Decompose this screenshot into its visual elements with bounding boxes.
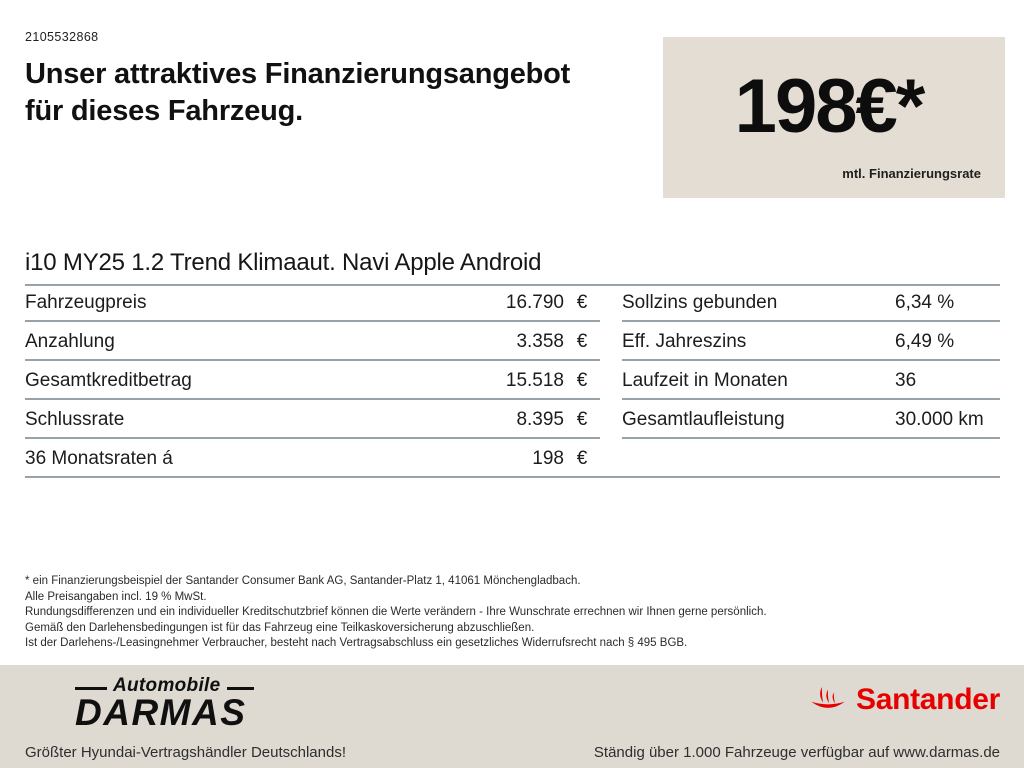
table-row-monatsraten: 36 Monatsraten á 198 €	[25, 439, 1000, 478]
disclaimer-line: Ist der Darlehens-/Leasingnehmer Verbrau…	[25, 637, 688, 650]
darmas-logo-topline: Automobile	[75, 675, 254, 697]
financing-table-left-column: Fahrzeugpreis 16.790 € Anzahlung 3.358 €…	[25, 283, 600, 439]
disclaimer-line: Gemäß den Darlehensbedingungen ist für d…	[25, 621, 535, 634]
row-unit: €	[576, 448, 588, 469]
disclaimer-line: * ein Finanzierungsbeispiel der Santande…	[25, 575, 581, 587]
page-title-line1: Unser attraktives Finanzierungsangebot	[25, 58, 571, 90]
monthly-rate-caption: mtl. Finanzierungsrate	[842, 166, 981, 181]
website-tagline: Ständig über 1.000 Fahrzeuge verfügbar a…	[593, 744, 1000, 761]
logo-bar-left	[75, 687, 107, 690]
page-title-line2: für dieses Fahrzeug.	[25, 95, 304, 127]
document-id: 2105532868	[25, 30, 99, 44]
row-label: Eff. Jahreszins	[622, 331, 747, 352]
page-title: Unser attraktives Finanzierungsangebot f…	[25, 56, 570, 130]
row-unit: €	[576, 331, 588, 352]
row-label: Schlussrate	[25, 409, 125, 430]
darmas-logo-name: DARMAS	[75, 692, 247, 733]
row-value: 30.000 km	[895, 409, 984, 430]
footer: Automobile DARMAS Santander Größter Hyun…	[0, 665, 1024, 768]
row-value: 198	[532, 448, 564, 469]
row-label: 36 Monatsraten á	[25, 448, 173, 469]
row-value: 3.358	[516, 331, 564, 352]
table-row-laufzeit: Laufzeit in Monaten 36	[622, 361, 1000, 400]
disclaimer-line: Alle Preisangaben incl. 19 % MwSt.	[25, 590, 207, 603]
row-label: Anzahlung	[25, 331, 115, 352]
table-row-sollzins: Sollzins gebunden 6,34 %	[622, 283, 1000, 322]
row-value: 16.790	[505, 292, 564, 313]
santander-flame-icon	[811, 686, 845, 708]
row-value: 6,34 %	[895, 292, 955, 313]
darmas-dealer-logo: Automobile DARMAS	[75, 675, 254, 734]
table-row-schlussrate: Schlussrate 8.395 €	[25, 400, 600, 439]
table-row-anzahlung: Anzahlung 3.358 €	[25, 322, 600, 361]
row-label: Fahrzeugpreis	[25, 292, 147, 313]
financing-table: Fahrzeugpreis 16.790 € Anzahlung 3.358 €…	[25, 283, 1000, 478]
row-value: 8.395	[516, 409, 564, 430]
santander-bank-logo: Santander	[809, 683, 1000, 717]
row-unit: €	[576, 292, 588, 313]
disclaimer-text: * ein Finanzierungsbeispiel der Santande…	[25, 574, 985, 652]
footer-taglines: Größter Hyundai-Vertragshändler Deutschl…	[0, 744, 1024, 761]
monthly-rate-box: 198€* mtl. Finanzierungsrate	[663, 37, 1005, 198]
vehicle-title: i10 MY25 1.2 Trend Klimaaut. Navi Apple …	[25, 249, 1000, 286]
row-value: 6,49 %	[895, 331, 955, 352]
row-label: Gesamtlaufleistung	[622, 409, 785, 430]
dealer-tagline: Größter Hyundai-Vertragshändler Deutschl…	[25, 744, 346, 761]
disclaimer-line: Rundungsdifferenzen und ein individuelle…	[25, 606, 767, 619]
financing-table-right-column: Sollzins gebunden 6,34 % Eff. Jahreszins…	[622, 283, 1000, 439]
row-label: Laufzeit in Monaten	[622, 370, 788, 391]
santander-logo-name: Santander	[855, 683, 1000, 716]
row-unit: €	[576, 370, 588, 391]
logo-bar-right	[226, 687, 254, 690]
row-unit: €	[576, 409, 588, 430]
monthly-rate-value: 198€*	[734, 64, 926, 149]
darmas-logo-automobile-label: Automobile	[113, 675, 221, 696]
table-row-fahrzeugpreis: Fahrzeugpreis 16.790 €	[25, 283, 600, 322]
row-label: Gesamtkreditbetrag	[25, 370, 192, 391]
table-row-gesamtkreditbetrag: Gesamtkreditbetrag 15.518 €	[25, 361, 600, 400]
row-label: Sollzins gebunden	[622, 292, 778, 313]
row-value: 36	[895, 370, 917, 391]
row-value: 15.518	[505, 370, 564, 391]
table-row-gesamtlaufleistung: Gesamtlaufleistung 30.000 km	[622, 400, 1000, 439]
table-row-eff-jahreszins: Eff. Jahreszins 6,49 %	[622, 322, 1000, 361]
